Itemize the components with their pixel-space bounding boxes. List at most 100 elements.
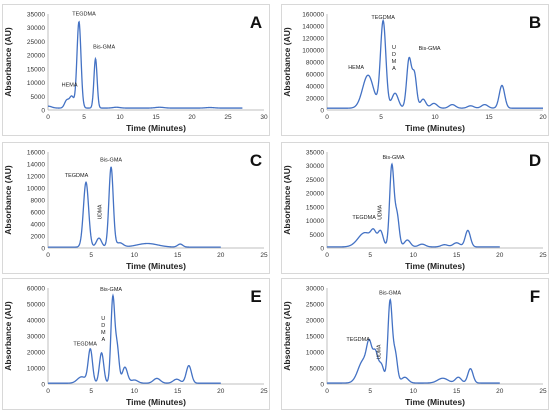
y-tick-label: 20000 xyxy=(306,191,324,198)
x-tick-label: 20 xyxy=(496,252,504,259)
x-tick-label: 10 xyxy=(431,114,439,121)
y-tick-label: 0 xyxy=(320,382,324,389)
x-tick-label: 5 xyxy=(379,114,383,121)
x-tick-label: 10 xyxy=(116,114,124,121)
peak-annotation: TEGDMA xyxy=(65,173,89,179)
panel-label: D xyxy=(529,151,541,170)
peak-annotation: HEMA xyxy=(348,65,364,71)
x-tick-label: 5 xyxy=(89,252,93,259)
y-tick-label: 5000 xyxy=(310,366,325,373)
x-tick-label: 0 xyxy=(46,388,50,395)
y-tick-label: 20000 xyxy=(306,318,324,325)
peak-annotation-vertical-letter: U xyxy=(392,45,396,51)
x-tick-label: 15 xyxy=(174,388,182,395)
y-tick-label: 20000 xyxy=(27,53,45,60)
x-tick-label: 15 xyxy=(152,114,160,121)
peak-annotation-vertical-letter: M xyxy=(392,59,397,65)
y-tick-label: 20000 xyxy=(306,96,324,103)
y-tick-label: 50000 xyxy=(27,302,45,309)
y-tick-label: 35000 xyxy=(306,150,324,157)
x-axis-title: Time (Minutes) xyxy=(405,261,465,271)
x-tick-label: 10 xyxy=(410,388,418,395)
peak-annotation-vertical: UDMA xyxy=(98,204,104,219)
y-tick-label: 60000 xyxy=(306,72,324,79)
peak-annotation: Bis-GMA xyxy=(93,44,115,50)
peak-annotation-vertical-letter: U xyxy=(101,316,105,322)
peak-annotation: Bis-GMA xyxy=(419,46,441,52)
x-axis-title: Time (Minutes) xyxy=(405,123,465,133)
chart-svg: 0 5000 10000 15000 20000 25000 30000 35000 0 5 10 1… xyxy=(3,11,268,133)
chart-panel-c: 0 2000 4000 6000 8000 10000 12000 14000 16000 0 5 1… xyxy=(2,142,270,274)
y-tick-label: 0 xyxy=(320,246,324,253)
x-tick-label: 25 xyxy=(539,252,547,259)
chromatogram-line xyxy=(48,293,221,384)
y-tick-label: 80000 xyxy=(306,60,324,67)
x-tick-label: 0 xyxy=(325,388,329,395)
x-tick-label: 10 xyxy=(131,252,139,259)
peak-annotation: Bis-GMA xyxy=(379,290,401,296)
peak-annotation: TEGDMA xyxy=(371,15,395,21)
y-tick-label: 5000 xyxy=(31,94,46,101)
y-axis-title: Absorbance (AU) xyxy=(3,27,13,97)
panel-label: C xyxy=(250,151,262,170)
panel-label: E xyxy=(250,287,261,306)
x-axis-title: Time (Minutes) xyxy=(126,123,186,133)
peak-annotation: TEGDMA xyxy=(73,342,97,348)
peak-annotation-vertical-letter: M xyxy=(101,330,106,336)
chart-panel-d: 0 5000 10000 15000 20000 25000 30000 35000 0 5 10 1… xyxy=(281,142,549,274)
chromatogram-line xyxy=(48,166,221,248)
y-tick-label: 40000 xyxy=(306,84,324,91)
x-axis-title: Time (Minutes) xyxy=(126,397,186,407)
y-tick-label: 30000 xyxy=(306,286,324,293)
y-tick-label: 100000 xyxy=(302,48,324,55)
x-tick-label: 30 xyxy=(260,114,268,121)
panel-frame xyxy=(281,278,549,410)
x-tick-label: 5 xyxy=(89,388,93,395)
x-tick-label: 15 xyxy=(453,388,461,395)
x-tick-label: 15 xyxy=(485,114,493,121)
x-tick-label: 10 xyxy=(410,252,418,259)
chart-svg: 0 10000 20000 30000 40000 50000 60000 0 5 10 15 20 2… xyxy=(3,286,268,408)
peak-annotation-vertical: UDMA xyxy=(377,344,383,359)
x-axis-title: Time (Minutes) xyxy=(126,261,186,271)
peak-annotation: Bis-GMA xyxy=(100,158,122,164)
chart-panel-a: 0 5000 10000 15000 20000 25000 30000 35000 0 5 10 1… xyxy=(2,4,270,136)
x-tick-label: 15 xyxy=(174,252,182,259)
y-tick-label: 10000 xyxy=(27,80,45,87)
peak-annotation: TEGDMA xyxy=(72,11,96,17)
x-tick-label: 20 xyxy=(539,114,547,121)
panel-frame xyxy=(281,142,549,274)
chart-svg: 0 5000 10000 15000 20000 25000 30000 0 5 10 15 20 25… xyxy=(282,286,547,408)
chart-panel-b: 0 20000 40000 60000 80000 100000 120000 140000 1… xyxy=(281,4,549,136)
x-tick-label: 25 xyxy=(260,252,268,259)
x-tick-label: 20 xyxy=(496,388,504,395)
panel-frame xyxy=(2,4,270,136)
y-tick-label: 10000 xyxy=(27,366,45,373)
x-tick-label: 5 xyxy=(368,388,372,395)
x-tick-label: 15 xyxy=(453,252,461,259)
y-tick-label: 16000 xyxy=(27,150,45,157)
peak-annotation: Bis-GMA xyxy=(100,287,122,293)
y-tick-label: 10000 xyxy=(306,350,324,357)
y-tick-label: 160000 xyxy=(302,12,324,19)
y-tick-label: 40000 xyxy=(27,318,45,325)
y-tick-label: 0 xyxy=(320,108,324,115)
x-tick-label: 0 xyxy=(325,114,329,121)
x-tick-label: 25 xyxy=(224,114,232,121)
y-tick-label: 15000 xyxy=(306,334,324,341)
y-tick-label: 0 xyxy=(41,108,45,115)
panel-frame xyxy=(281,4,549,136)
x-tick-label: 10 xyxy=(131,388,139,395)
x-tick-label: 25 xyxy=(539,388,547,395)
x-tick-label: 20 xyxy=(188,114,196,121)
chart-svg: 0 5000 10000 15000 20000 25000 30000 35000 0 5 10 1… xyxy=(282,150,547,272)
peak-annotation-vertical-letter: D xyxy=(101,323,105,329)
y-tick-label: 10000 xyxy=(27,186,45,193)
x-tick-label: 25 xyxy=(260,388,268,395)
y-axis-title: Absorbance (AU) xyxy=(282,301,292,371)
y-tick-label: 35000 xyxy=(27,12,45,19)
chromatogram-line xyxy=(327,298,500,384)
y-tick-label: 25000 xyxy=(27,39,45,46)
chart-panel-e: 0 10000 20000 30000 40000 50000 60000 0 5 10 15 20 2… xyxy=(2,278,270,410)
y-tick-label: 15000 xyxy=(306,204,324,211)
